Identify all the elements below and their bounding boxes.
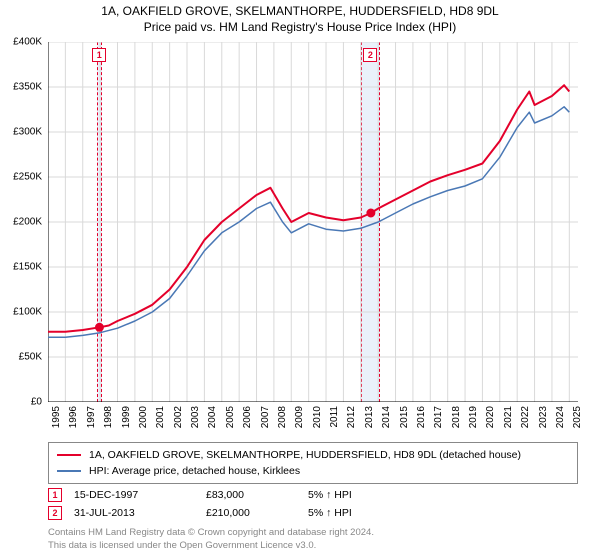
sale-point	[367, 209, 375, 217]
sale-row: 2 31-JUL-2013 £210,000 5% ↑ HPI	[48, 504, 578, 522]
x-tick-label: 2012	[346, 406, 357, 428]
legend-label: 1A, OAKFIELD GROVE, SKELMANTHORPE, HUDDE…	[89, 447, 521, 463]
x-tick-label: 2009	[294, 406, 305, 428]
x-tick-label: 2005	[225, 406, 236, 428]
title-line1: 1A, OAKFIELD GROVE, SKELMANTHORPE, HUDDE…	[0, 4, 600, 18]
y-tick-label: £150K	[13, 262, 42, 273]
legend-item: HPI: Average price, detached house, Kirk…	[57, 463, 569, 479]
sales-table: 1 15-DEC-1997 £83,000 5% ↑ HPI 2 31-JUL-2013 £…	[48, 486, 578, 522]
x-tick-label: 2006	[242, 406, 253, 428]
title-block: 1A, OAKFIELD GROVE, SKELMANTHORPE, HUDDE…	[0, 0, 600, 36]
sale-pct: 5% ↑ HPI	[308, 504, 398, 522]
x-tick-label: 2013	[364, 406, 375, 428]
x-tick-label: 2010	[312, 406, 323, 428]
x-tick-label: 2003	[190, 406, 201, 428]
y-tick-label: £300K	[13, 127, 42, 138]
legend-swatch	[57, 454, 81, 456]
legend-swatch	[57, 470, 81, 472]
legend-label: HPI: Average price, detached house, Kirk…	[89, 463, 300, 479]
x-tick-label: 2022	[520, 406, 531, 428]
x-tick-label: 2004	[207, 406, 218, 428]
x-axis-labels: 1995 1996 1997 1998 1999 2000 2001 2002 2003 2004…	[48, 404, 578, 440]
y-tick-label: £350K	[13, 82, 42, 93]
x-tick-label: 2017	[433, 406, 444, 428]
y-tick-label: £200K	[13, 217, 42, 228]
sale-price: £210,000	[206, 504, 296, 522]
x-tick-label: 1997	[86, 406, 97, 428]
sale-date: 15-DEC-1997	[74, 486, 194, 504]
x-tick-label: 1995	[51, 406, 62, 428]
title-line2: Price paid vs. HM Land Registry's House …	[0, 20, 600, 34]
x-tick-label: 2008	[277, 406, 288, 428]
sale-row: 1 15-DEC-1997 £83,000 5% ↑ HPI	[48, 486, 578, 504]
y-tick-label: £100K	[13, 307, 42, 318]
legend-item: 1A, OAKFIELD GROVE, SKELMANTHORPE, HUDDE…	[57, 447, 569, 463]
x-tick-label: 2016	[416, 406, 427, 428]
x-tick-label: 2019	[468, 406, 479, 428]
y-axis-labels: £0£50K£100K£150K£200K£250K£300K£350K£400…	[0, 42, 46, 402]
x-tick-label: 2025	[572, 406, 583, 428]
x-tick-label: 2021	[503, 406, 514, 428]
x-tick-label: 2018	[451, 406, 462, 428]
x-tick-label: 2024	[555, 406, 566, 428]
x-tick-label: 2015	[399, 406, 410, 428]
sale-marker: 2	[48, 506, 62, 520]
x-tick-label: 2011	[329, 406, 340, 428]
y-tick-label: £250K	[13, 172, 42, 183]
footer-line1: Contains HM Land Registry data © Crown c…	[48, 526, 578, 539]
y-tick-label: £400K	[13, 37, 42, 48]
x-tick-label: 1996	[68, 406, 79, 428]
chart-container: 1A, OAKFIELD GROVE, SKELMANTHORPE, HUDDE…	[0, 0, 600, 560]
sale-band-label: 1	[92, 48, 106, 62]
x-tick-label: 1999	[121, 406, 132, 428]
y-tick-label: £0	[31, 397, 42, 408]
sale-pct: 5% ↑ HPI	[308, 486, 398, 504]
x-tick-label: 2023	[538, 406, 549, 428]
x-tick-label: 2014	[381, 406, 392, 428]
chart-plot-area: 12	[48, 42, 578, 402]
x-tick-label: 1998	[103, 406, 114, 428]
sale-point	[95, 323, 103, 331]
x-tick-label: 2002	[173, 406, 184, 428]
sale-marker: 1	[48, 488, 62, 502]
x-tick-label: 2000	[138, 406, 149, 428]
footer-line2: This data is licensed under the Open Gov…	[48, 539, 578, 552]
x-tick-label: 2001	[155, 406, 166, 428]
y-tick-label: £50K	[19, 352, 42, 363]
x-tick-label: 2020	[485, 406, 496, 428]
legend-box: 1A, OAKFIELD GROVE, SKELMANTHORPE, HUDDE…	[48, 442, 578, 484]
x-tick-label: 2007	[260, 406, 271, 428]
sale-price: £83,000	[206, 486, 296, 504]
footer: Contains HM Land Registry data © Crown c…	[48, 526, 578, 552]
sale-date: 31-JUL-2013	[74, 504, 194, 522]
sale-band-label: 2	[363, 48, 377, 62]
chart-svg	[48, 42, 578, 402]
